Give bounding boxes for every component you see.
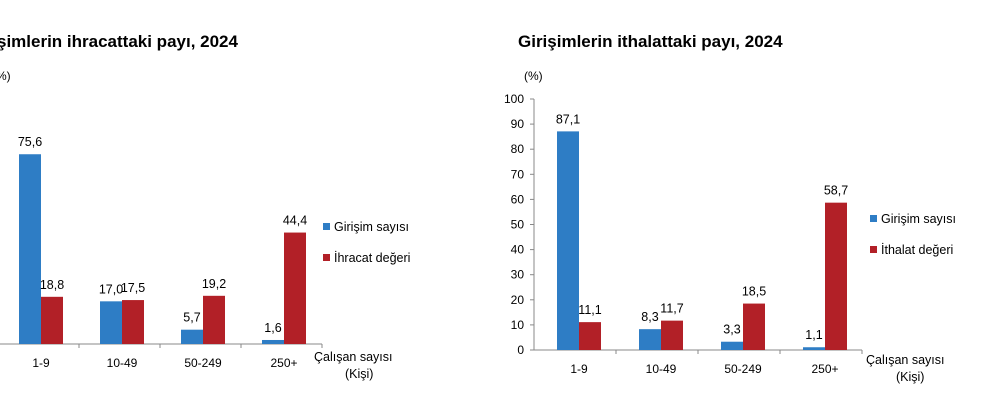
x-axis-title: Çalışan sayısı	[866, 353, 945, 367]
x-tick-label: 50-249	[184, 356, 222, 370]
bar-enterprise-count	[19, 154, 41, 344]
y-tick-label: 50	[511, 218, 525, 232]
legend-swatch-export-value	[323, 254, 330, 261]
bar-trade-value	[579, 322, 601, 350]
y-tick-label: 30	[511, 268, 525, 282]
y-unit-label: (%)	[0, 69, 11, 83]
plot-area: 0 10 20 30 40 50 60 70 80 90 100 87,1 11,1 1-9 8,311,7…	[504, 92, 863, 376]
data-label: 44,4	[283, 214, 307, 228]
data-label: 87,1	[556, 112, 580, 126]
legend-swatch-enterprise-count	[323, 223, 330, 230]
y-tick-label: 80	[511, 142, 525, 156]
legend-swatch-enterprise-count	[870, 215, 877, 222]
x-tick-label: 50-249	[724, 362, 762, 376]
bar-trade-value	[41, 296, 63, 344]
chart-import: Girişimlerin ithalattaki payı, 2024 (%) …	[504, 32, 956, 384]
data-label: 19,2	[202, 277, 226, 291]
y-tick-label: 40	[511, 243, 525, 257]
y-tick-label: 10	[511, 318, 525, 332]
y-tick-label: 20	[511, 293, 525, 307]
data-label: 3,3	[723, 323, 740, 337]
plot-area: 75,6 18,8 1-9 17,017,5 10-49 5,7 19,2 50-249 1,6…	[0, 135, 323, 370]
x-tick-label: 1-9	[570, 362, 588, 376]
y-tick-label: 100	[504, 92, 524, 106]
y-tick-label: 70	[511, 167, 525, 181]
x-tick-label: 250+	[270, 356, 297, 370]
bar-enterprise-count	[100, 301, 122, 344]
data-label: 11,1	[578, 303, 601, 317]
data-label: 1,6	[264, 321, 281, 335]
bar-enterprise-count	[639, 329, 661, 350]
data-label: 17,5	[121, 281, 145, 295]
x-tick-label: 10-49	[107, 356, 138, 370]
bar-trade-value	[122, 300, 144, 344]
bar-enterprise-count	[721, 341, 743, 350]
data-label: 18,8	[40, 278, 64, 292]
bar-enterprise-count	[181, 329, 203, 344]
y-tick-label: 90	[511, 117, 525, 131]
x-axis-subtitle: (Kişi)	[896, 370, 924, 384]
chart-title: Girişimlerin ithalattaki payı, 2024	[518, 32, 783, 51]
bar-trade-value	[284, 232, 306, 344]
legend-label-enterprise-count: Girişim sayısı	[334, 220, 409, 234]
data-label: 58,7	[824, 184, 848, 198]
data-label: 18,5	[742, 285, 766, 299]
y-unit-label: (%)	[524, 69, 543, 83]
legend-label-import-value: İthalat değeri	[881, 243, 953, 257]
x-axis-subtitle: (Kişi)	[345, 367, 373, 381]
bar-enterprise-count	[262, 339, 284, 344]
chart-export: şimlerin ihracattaki payı, 2024 (%) 75,6…	[0, 32, 410, 381]
bar-trade-value	[661, 320, 683, 350]
legend: Girişim sayısı İhracat değeri	[323, 220, 410, 265]
legend-swatch-import-value	[870, 246, 877, 253]
bar-enterprise-count	[557, 131, 579, 350]
legend-label-enterprise-count: Girişim sayısı	[881, 212, 956, 226]
data-label: 11,7	[660, 302, 683, 316]
x-axis-title: Çalışan sayısı	[314, 350, 393, 364]
data-label: 75,6	[18, 135, 42, 149]
chart-title: şimlerin ihracattaki payı, 2024	[0, 32, 239, 51]
legend-label-export-value: İhracat değeri	[334, 251, 410, 265]
bar-trade-value	[203, 295, 225, 344]
legend: Girişim sayısı İthalat değeri	[870, 212, 956, 257]
y-tick-label: 0	[517, 343, 524, 357]
data-label: 17,0	[99, 282, 123, 296]
bar-trade-value	[743, 303, 765, 350]
data-label: 8,3	[641, 310, 658, 324]
bar-enterprise-count	[803, 347, 825, 350]
data-label: 1,1	[805, 328, 822, 342]
x-tick-label: 10-49	[646, 362, 677, 376]
bar-trade-value	[825, 202, 847, 350]
y-tick-label: 60	[511, 192, 525, 206]
x-tick-label: 250+	[811, 362, 838, 376]
data-label: 5,7	[183, 311, 200, 325]
x-tick-label: 1-9	[32, 356, 50, 370]
